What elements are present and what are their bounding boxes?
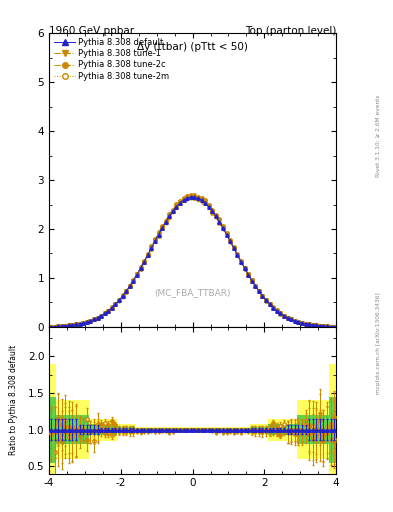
Text: Δy (ttbar) (pTtt < 50): Δy (ttbar) (pTtt < 50)	[137, 42, 248, 52]
Text: Rivet 3.1.10; ≥ 2.6M events: Rivet 3.1.10; ≥ 2.6M events	[376, 94, 380, 177]
Legend: Pythia 8.308 default, Pythia 8.308 tune-1, Pythia 8.308 tune-2c, Pythia 8.308 tu: Pythia 8.308 default, Pythia 8.308 tune-…	[52, 37, 171, 82]
Y-axis label: Ratio to Pythia 8.308 default: Ratio to Pythia 8.308 default	[9, 345, 18, 455]
Text: (MC_FBA_TTBAR): (MC_FBA_TTBAR)	[154, 288, 231, 297]
Text: mcplots.cern.ch [arXiv:1306.3436]: mcplots.cern.ch [arXiv:1306.3436]	[376, 292, 380, 394]
Text: Top (parton level): Top (parton level)	[244, 26, 336, 36]
Text: 1960 GeV ppbar: 1960 GeV ppbar	[49, 26, 134, 36]
